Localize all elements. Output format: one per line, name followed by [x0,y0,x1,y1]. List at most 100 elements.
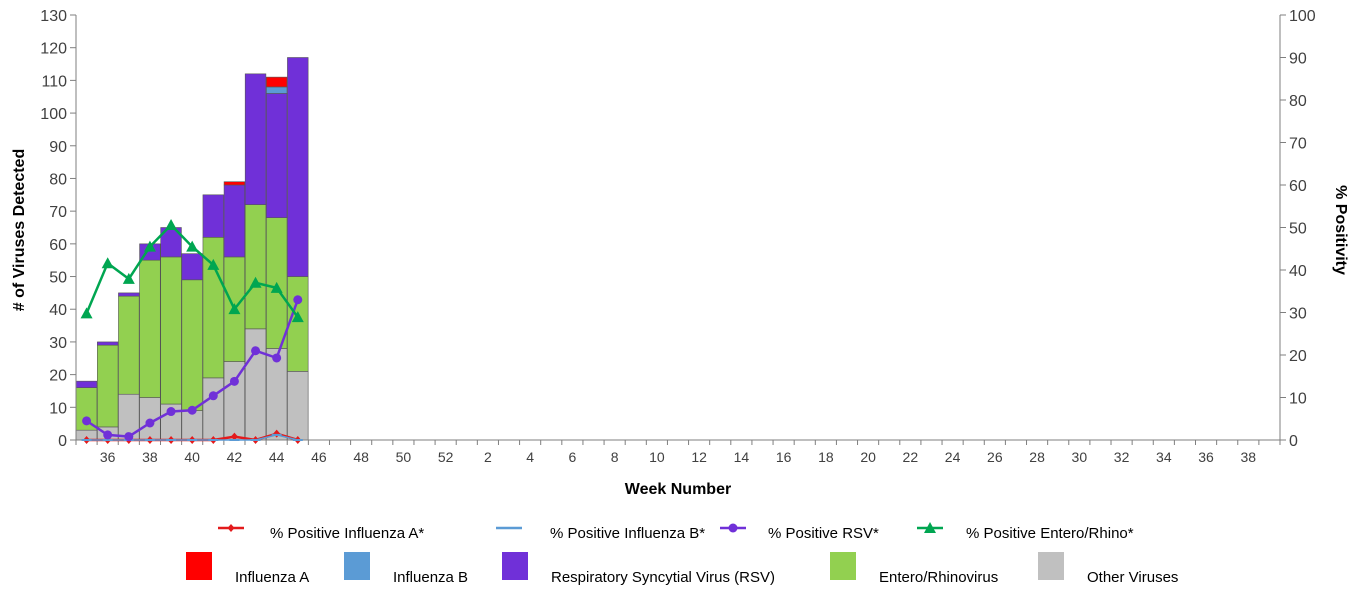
bar-segment [139,259,161,398]
legend-bar-swatch [186,552,212,580]
line-point-marker [270,281,283,293]
y2-tick-label: 90 [1289,51,1307,68]
x-tick-label: 38 [1241,449,1257,465]
line-point-marker [728,523,738,533]
x-tick-label: 34 [1156,449,1172,465]
x-tick-label: 42 [227,449,243,465]
legend-bar-swatch [830,552,856,580]
line-point-marker [103,430,113,440]
line-point-marker [143,240,156,252]
bar-segment [266,86,288,94]
y-tick-label: 30 [49,335,67,352]
y2-tick-label: 20 [1289,348,1307,365]
bar-segment [266,76,288,88]
legend-bar-swatch [1038,552,1064,580]
x-tick-label: 24 [945,449,961,465]
y-tick-label: 20 [49,368,67,385]
line-point-marker [187,405,197,415]
x-tick-label: 38 [142,449,158,465]
x-tick-label: 10 [649,449,665,465]
y2-tick-label: 40 [1289,263,1307,280]
legend-bar-swatch [344,552,370,580]
legend-bar-label: Other Viruses [1087,569,1178,586]
y-tick-label: 40 [49,302,67,319]
bar-segment [118,295,140,395]
bar-segment [244,73,267,205]
y2-tick-label: 50 [1289,221,1307,238]
bar-segment [266,93,288,218]
bar-segment [97,341,119,346]
x-tick-label: 4 [526,449,534,465]
y-axis-title: # of Viruses Detected [11,149,28,311]
y-tick-label: 0 [58,433,67,450]
y2-tick-label: 60 [1289,178,1307,195]
legend-bar-label: Influenza A [235,569,309,586]
x-tick-label: 22 [903,449,919,465]
bar-segment [223,181,246,186]
line-point-marker [101,257,114,269]
x-tick-label: 14 [734,449,750,465]
x-tick-label: 44 [269,449,285,465]
bar-segment [202,377,224,441]
legend-line-label: % Positive RSV* [768,525,879,542]
x-tick-label: 50 [396,449,412,465]
line-point-marker [230,432,238,441]
line-point-marker [186,240,199,252]
x-tick-label: 26 [987,449,1003,465]
line-point-marker [82,416,92,426]
x-tick-label: 8 [611,449,619,465]
bar-segment [223,184,246,258]
x-tick-label: 16 [776,449,792,465]
line-point-marker [229,376,239,386]
y-tick-label: 120 [40,41,67,58]
bar-segment [287,276,309,372]
y2-tick-label: 100 [1289,8,1316,25]
y-tick-label: 90 [49,139,67,156]
y-tick-label: 100 [40,106,67,123]
y2-tick-label: 0 [1289,433,1298,450]
line-point-marker [251,346,261,356]
bar-segment [118,292,140,297]
x-tick-label: 32 [1114,449,1130,465]
bar-segment [181,279,203,411]
legend-bar-swatch [502,552,528,580]
line-point-marker [207,258,220,270]
legend-line-label: % Positive Influenza B* [550,525,705,542]
x-tick-label: 20 [860,449,876,465]
line-point-marker [124,432,134,442]
x-tick-label: 36 [100,449,116,465]
y-tick-label: 70 [49,204,67,221]
line-point-marker [291,311,304,323]
line-point-marker [293,295,303,305]
x-tick-label: 30 [1072,449,1088,465]
legend-line-label: % Positive Influenza A* [270,525,424,542]
y2-tick-label: 30 [1289,306,1307,323]
bar-segment [202,194,224,238]
bar-segment [244,204,267,330]
y-tick-label: 60 [49,237,67,254]
x-tick-label: 40 [184,449,200,465]
line-point-marker [272,353,282,363]
line-point-marker [145,418,155,428]
legend-bar-label: Influenza B [393,569,468,586]
bar-segment [287,57,309,277]
y-tick-label: 50 [49,270,67,287]
x-tick-label: 18 [818,449,834,465]
legend-bar-label: Respiratory Syncytial Virus (RSV) [551,569,775,586]
y2-tick-label: 80 [1289,93,1307,110]
x-tick-label: 2 [484,449,492,465]
line-point-marker [228,303,241,315]
line-point-marker [165,218,178,230]
y-tick-label: 130 [40,8,67,25]
y-tick-label: 10 [49,400,67,417]
legend-bar-label: Entero/Rhinovirus [879,569,998,586]
y2-tick-label: 70 [1289,136,1307,153]
x-tick-label: 52 [438,449,454,465]
x-tick-label: 36 [1198,449,1214,465]
line-point-marker [122,272,135,284]
bar-segment [244,328,267,441]
bar-segment [97,344,119,428]
x-tick-label: 48 [353,449,369,465]
